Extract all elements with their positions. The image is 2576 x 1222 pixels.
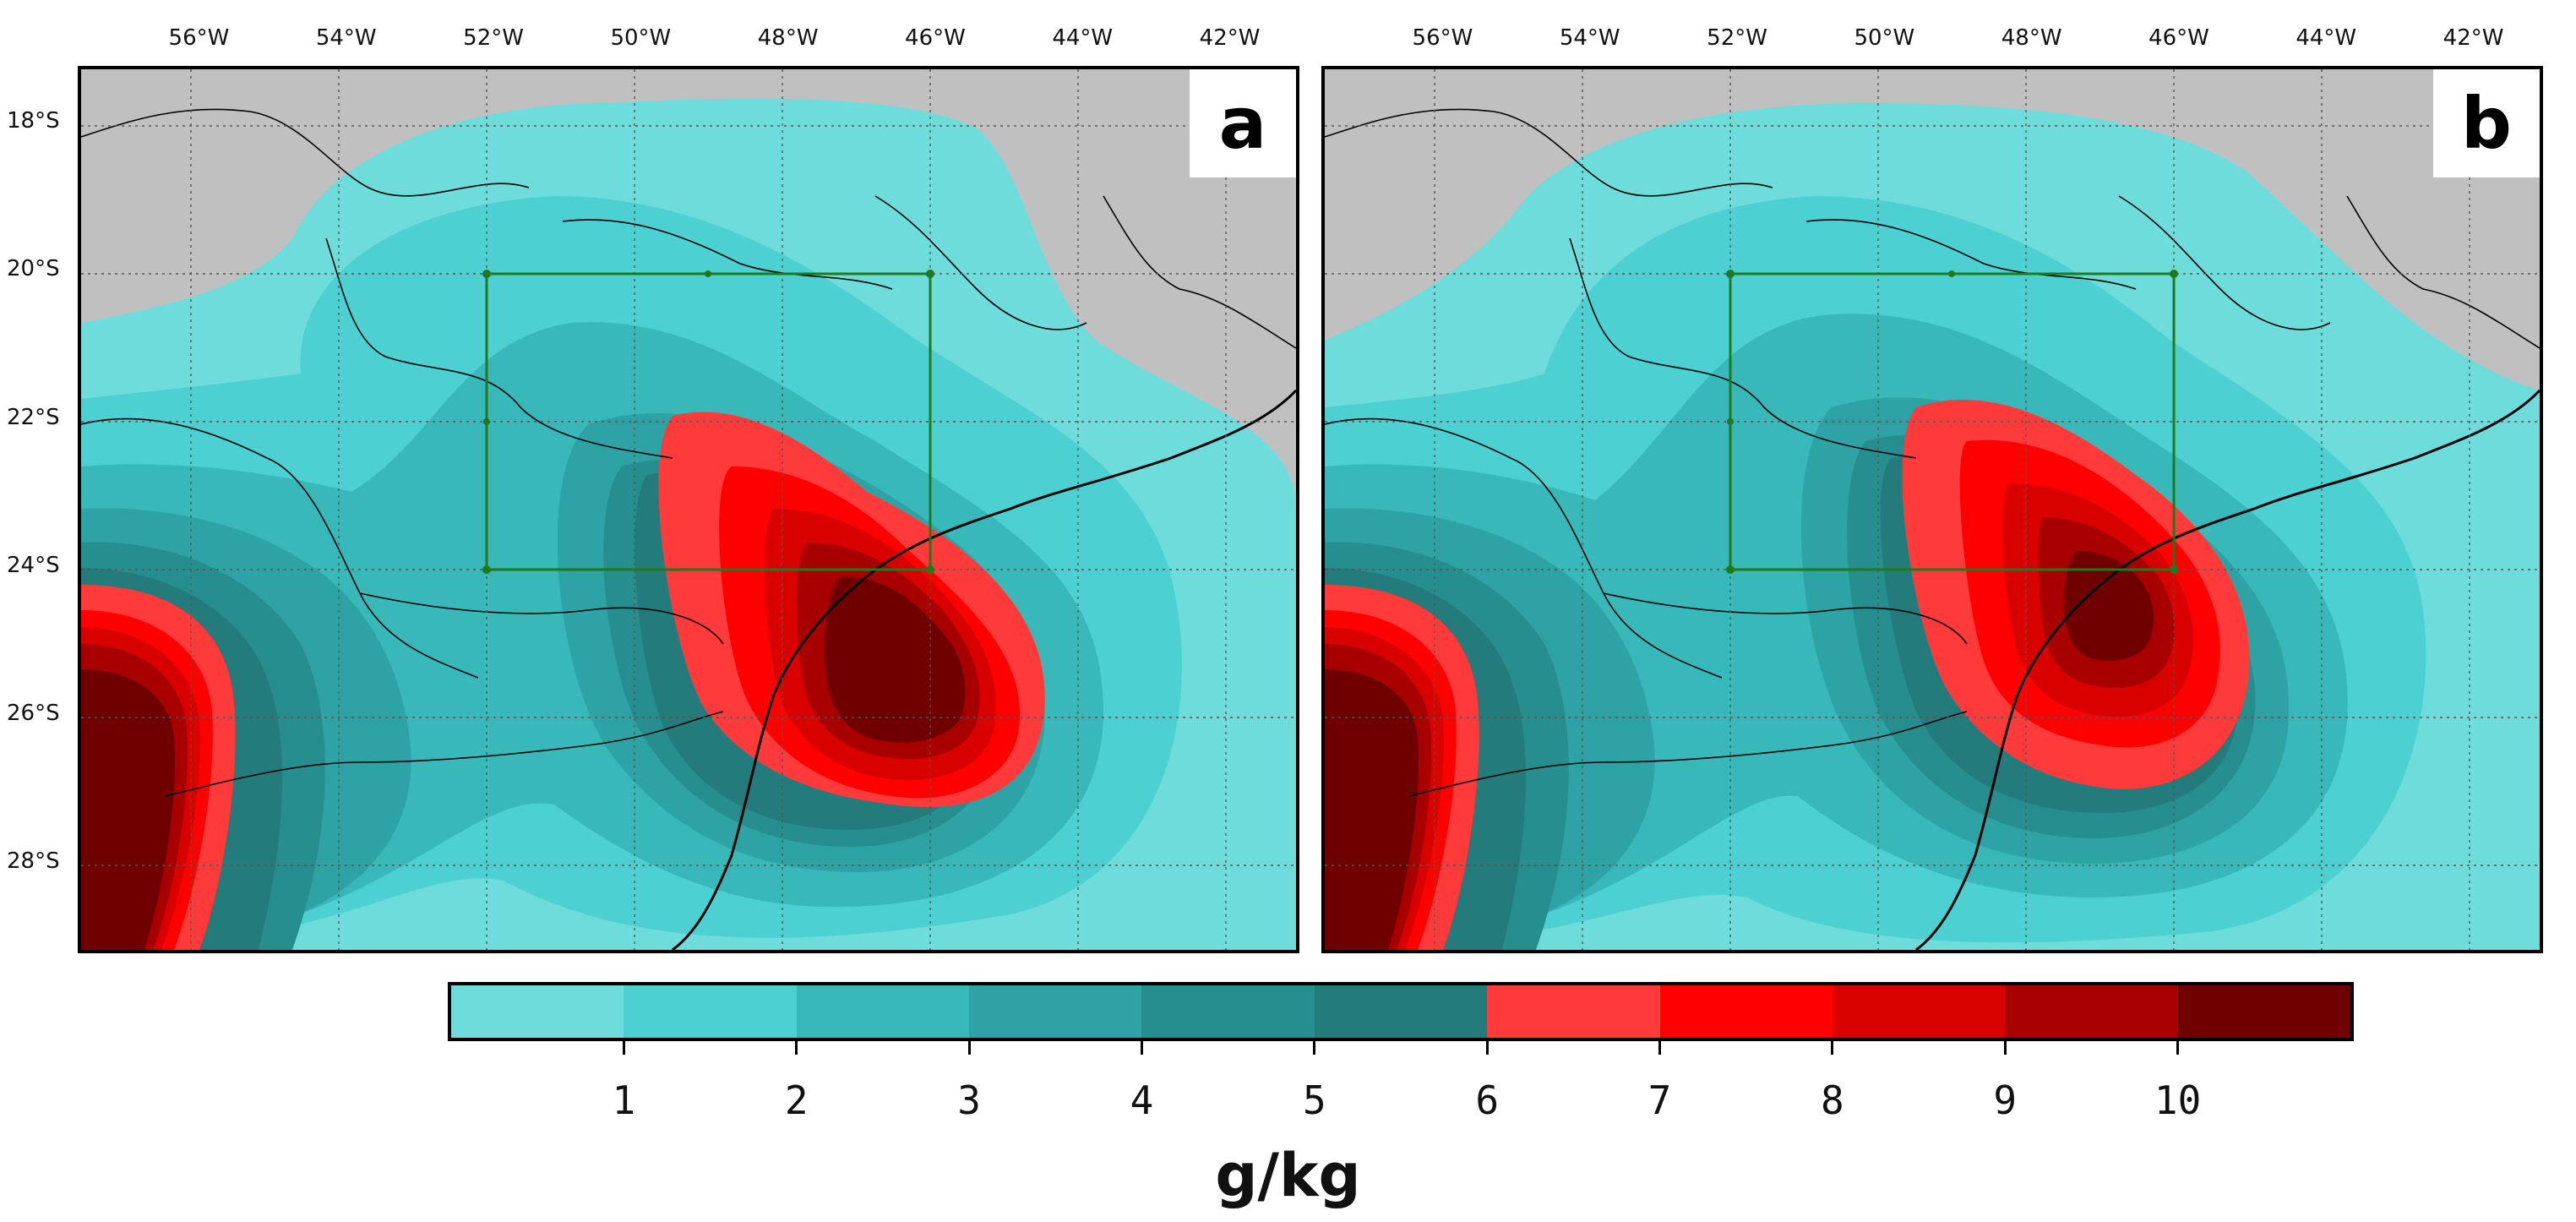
colorbar-tick-label: 2 xyxy=(784,1077,809,1123)
lat-tick-label: 24°S xyxy=(7,552,60,578)
coastline xyxy=(1915,389,2540,950)
lon-tick-label: 56°W xyxy=(168,25,230,51)
colorbar-segment xyxy=(624,985,797,1038)
colorbar-tick xyxy=(1831,1041,1834,1055)
colorbar-tick xyxy=(2176,1041,2180,1055)
colorbar-tick-label: 7 xyxy=(1647,1077,1672,1123)
lon-tick-label: 42°W xyxy=(1199,25,1261,51)
colorbar-segment xyxy=(1832,985,2006,1038)
lat-tick-label: 18°S xyxy=(7,108,60,134)
colorbar-tick-label: 5 xyxy=(1302,1077,1326,1123)
colorbar-tick xyxy=(2003,1041,2007,1055)
colorbar-tick xyxy=(622,1041,625,1055)
lon-tick-label: 50°W xyxy=(610,25,672,51)
colorbar-segment xyxy=(2177,985,2350,1038)
lon-tick-label: 46°W xyxy=(905,25,966,51)
lon-tick-label: 48°W xyxy=(757,25,819,51)
lon-tick-label: 44°W xyxy=(2296,25,2357,51)
map-panel-b: b xyxy=(1321,66,2543,953)
state-borders xyxy=(81,108,1296,797)
contour-level-11 xyxy=(81,576,966,950)
lon-tick-label: 42°W xyxy=(2443,25,2504,51)
colorbar-tick-label: 6 xyxy=(1475,1077,1500,1123)
colorbar-tick-label: 10 xyxy=(2154,1077,2202,1123)
colorbar-tick xyxy=(795,1041,798,1055)
map-panel-a: a xyxy=(78,66,1299,953)
contour-level-9 xyxy=(1325,483,2193,950)
contour-level-8 xyxy=(1325,439,2220,950)
colorbar-tick-label: 3 xyxy=(957,1077,981,1123)
study-box-corners xyxy=(482,270,934,574)
colorbar-segment xyxy=(1659,985,1833,1038)
panel-label-a: a xyxy=(1190,69,1296,177)
lon-tick-label: 54°W xyxy=(315,25,377,51)
colorbar-segment xyxy=(796,985,970,1038)
state-borders xyxy=(1325,108,2540,797)
lon-tick-label: 46°W xyxy=(2148,25,2209,51)
colorbar-tick xyxy=(1485,1041,1489,1055)
colorbar-segment xyxy=(969,985,1142,1038)
lat-tick-label: 26°S xyxy=(7,700,60,726)
colorbar-tick xyxy=(1313,1041,1316,1055)
colorbar-tick-label: 9 xyxy=(1993,1077,2018,1123)
lon-tick-label: 54°W xyxy=(1559,25,1620,51)
colorbar-segment xyxy=(2005,985,2178,1038)
study-box-corners xyxy=(1726,270,2178,574)
lon-tick-label: 50°W xyxy=(1854,25,1915,51)
colorbar-tick-label: 1 xyxy=(612,1077,636,1123)
lon-tick-label: 44°W xyxy=(1052,25,1114,51)
colorbar-unit-label: g/kg xyxy=(1215,1141,1361,1210)
lon-tick-label: 48°W xyxy=(2001,25,2062,51)
contour-level-10 xyxy=(81,543,980,950)
lon-tick-label: 52°W xyxy=(463,25,524,51)
lon-tick-label: 52°W xyxy=(1707,25,1767,51)
colorbar-segment xyxy=(1141,985,1315,1038)
colorbar-tick-label: 8 xyxy=(1821,1077,1844,1123)
lat-tick-label: 22°S xyxy=(7,404,60,430)
colorbar-segment xyxy=(451,985,624,1038)
colorbar-segment xyxy=(1314,985,1488,1038)
map-a-svg xyxy=(81,69,1296,950)
map-b-svg xyxy=(1325,69,2540,950)
colorbar-segment xyxy=(1487,985,1660,1038)
contour-level-9 xyxy=(81,509,996,950)
colorbar-tick xyxy=(1658,1041,1662,1055)
coastline xyxy=(672,389,1296,950)
colorbar xyxy=(448,982,2354,1041)
colorbar-tick xyxy=(1140,1041,1143,1055)
panel-label-b: b xyxy=(2433,69,2540,177)
lat-tick-label: 28°S xyxy=(7,848,60,874)
colorbar-tick-label: 4 xyxy=(1130,1077,1154,1123)
contour-level-11 xyxy=(1325,551,2154,950)
colorbar-tick xyxy=(967,1041,971,1055)
lon-tick-label: 56°W xyxy=(1412,25,1473,51)
lat-tick-label: 20°S xyxy=(7,256,60,282)
